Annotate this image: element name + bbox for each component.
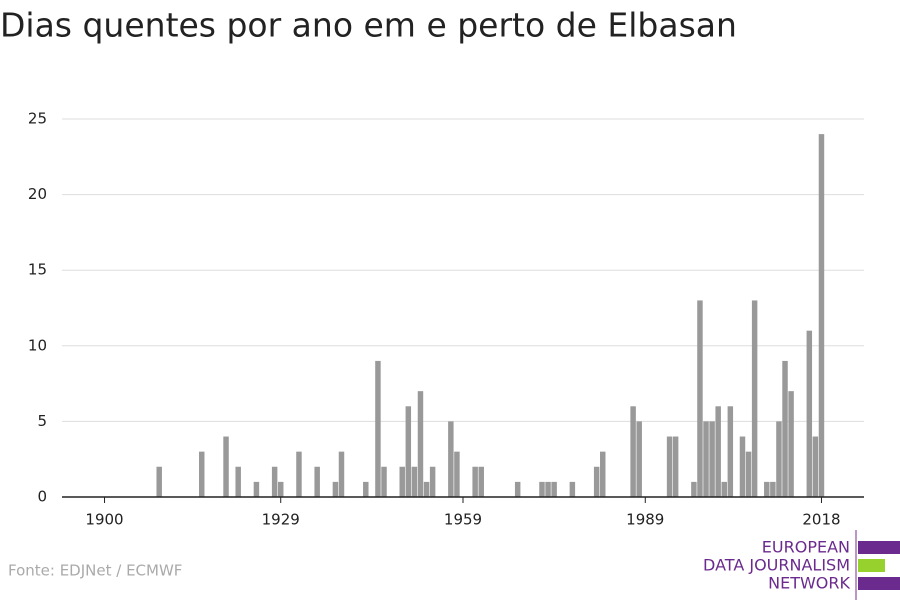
y-tick-label: 15 — [28, 261, 47, 279]
bar — [429, 466, 436, 497]
logo-bar — [858, 577, 900, 590]
source: Fonte: EDJNet / ECMWF — [8, 562, 182, 580]
bar — [277, 481, 284, 497]
bar — [454, 451, 460, 497]
bar — [715, 406, 721, 497]
bar — [405, 406, 412, 497]
bar — [739, 436, 746, 497]
bar — [411, 466, 418, 497]
x-tick-label: 1989 — [626, 511, 664, 529]
bar — [666, 436, 673, 497]
bar — [253, 481, 260, 497]
bar — [764, 481, 770, 497]
bar — [788, 391, 794, 497]
x-tick-label: 2018 — [802, 511, 840, 529]
bar — [296, 451, 302, 497]
logo-bar — [858, 541, 900, 554]
bar — [338, 451, 345, 497]
bar — [721, 481, 727, 497]
x-tick-label: 1900 — [85, 511, 123, 529]
bar — [691, 481, 697, 497]
bar — [812, 436, 819, 497]
bar — [478, 466, 484, 497]
bar — [156, 466, 162, 497]
bar — [776, 421, 782, 497]
bar — [314, 466, 320, 497]
bar — [551, 481, 557, 497]
bar — [448, 421, 454, 497]
bar — [727, 406, 734, 497]
y-tick-label: 5 — [37, 412, 47, 430]
bar — [703, 421, 709, 497]
bar — [539, 481, 545, 497]
bar — [782, 360, 788, 497]
bar — [545, 481, 551, 497]
logo-bar — [858, 559, 885, 572]
logo-text: NETWORK — [768, 574, 850, 593]
bar — [199, 451, 205, 497]
bar — [514, 481, 521, 497]
bar — [399, 466, 405, 497]
y-tick-label: 10 — [28, 336, 47, 354]
bar — [381, 466, 387, 497]
x-tick-label: 1959 — [444, 511, 482, 529]
bar — [630, 406, 636, 497]
bar — [636, 421, 642, 497]
bar — [363, 481, 369, 497]
bar — [472, 466, 478, 497]
bar — [600, 451, 606, 497]
bar — [818, 134, 825, 497]
logo-text: EUROPEAN — [762, 538, 850, 557]
bar — [593, 466, 600, 497]
bar — [569, 481, 576, 497]
bar — [751, 300, 758, 497]
bar — [806, 330, 813, 497]
bar — [235, 466, 241, 497]
bar — [697, 300, 703, 497]
bar — [375, 360, 381, 497]
bar — [770, 481, 776, 497]
bar — [672, 436, 679, 497]
bar — [709, 421, 715, 497]
bar — [745, 451, 752, 497]
logo-text: DATA JOURNALISM — [703, 556, 850, 575]
chart-title: Dias quentes por ano em e perto de Elbas… — [0, 6, 737, 45]
y-tick-label: 20 — [28, 185, 47, 203]
bar — [332, 481, 339, 497]
y-tick-label: 0 — [37, 488, 47, 506]
bar — [423, 481, 430, 497]
bar — [271, 466, 278, 497]
bar — [417, 391, 424, 497]
y-tick-label: 25 — [28, 110, 47, 128]
bar — [223, 436, 229, 497]
x-tick-label: 1929 — [262, 511, 300, 529]
